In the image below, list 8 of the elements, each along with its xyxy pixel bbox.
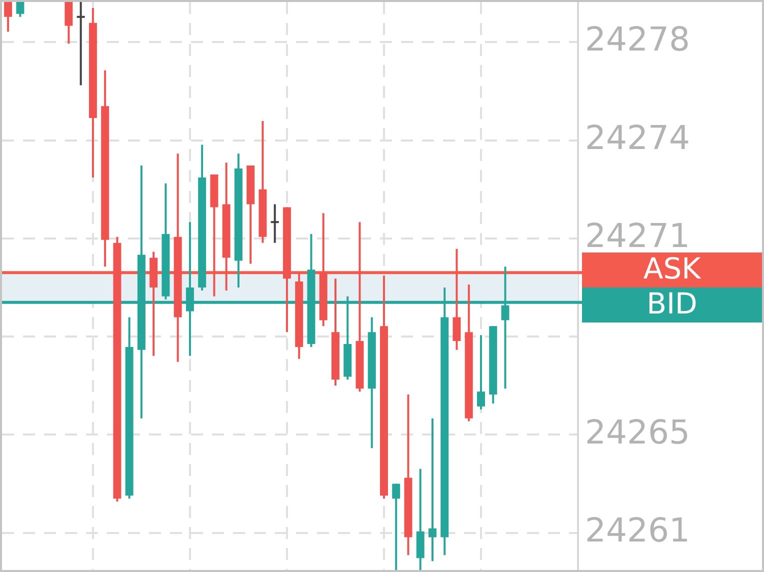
y-tick-label: 24261 — [585, 510, 690, 550]
candlestick — [270, 204, 279, 243]
ref-line-label: BID — [646, 286, 698, 321]
y-tick-label: 24265 — [585, 412, 690, 452]
y-tick-label: 24274 — [585, 118, 690, 157]
y-tick-label: 24278 — [585, 20, 690, 59]
candlestick — [76, 2, 85, 86]
candlestick — [428, 418, 436, 562]
